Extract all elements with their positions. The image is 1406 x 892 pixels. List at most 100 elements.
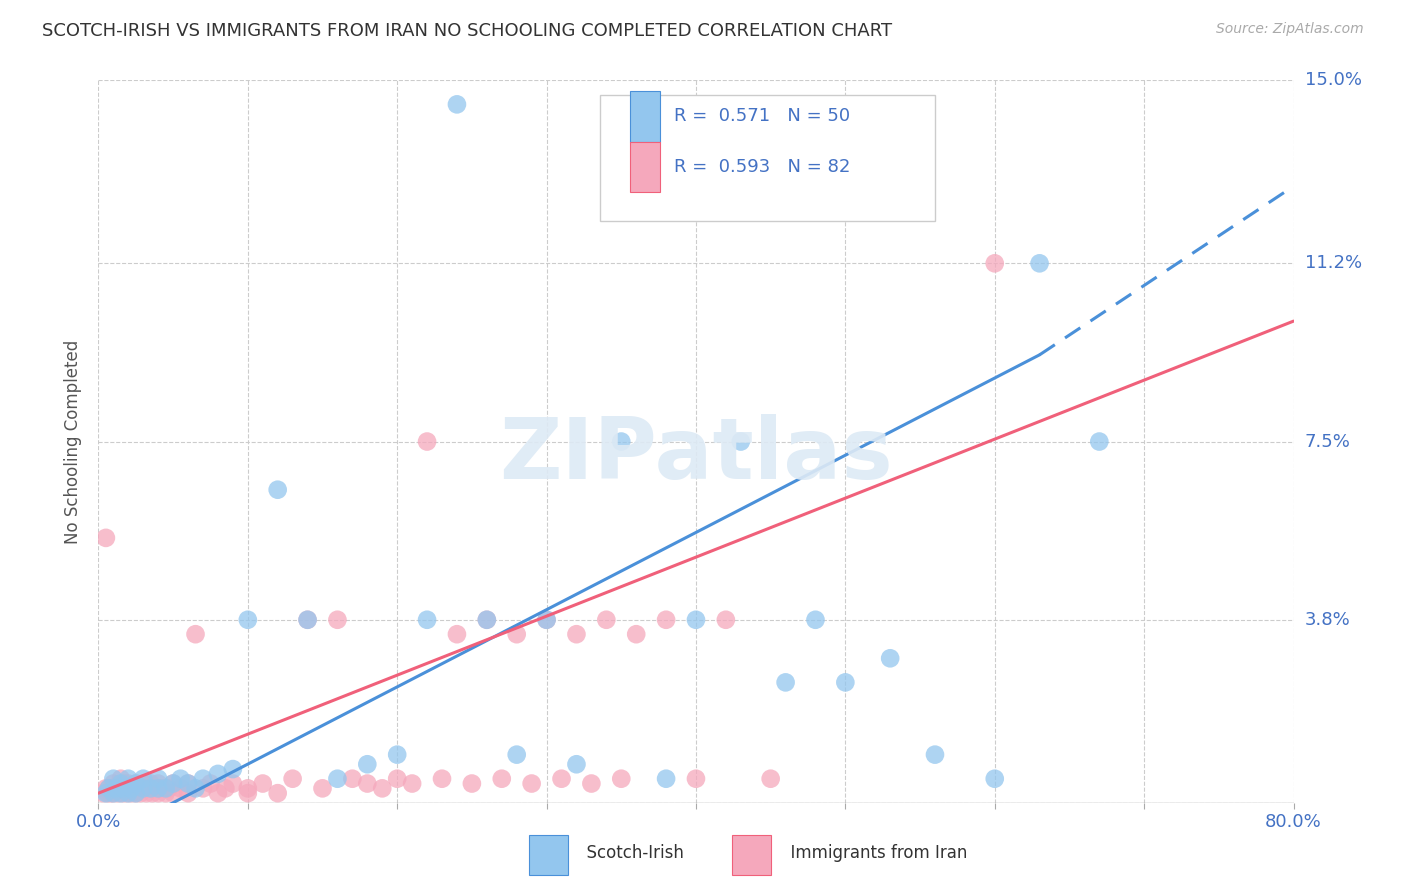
Point bbox=[1028, 256, 1050, 270]
Point bbox=[120, 781, 142, 796]
Text: 11.2%: 11.2% bbox=[1305, 254, 1362, 272]
Point bbox=[506, 747, 529, 762]
Point bbox=[94, 781, 117, 796]
Point bbox=[297, 613, 319, 627]
Point bbox=[148, 772, 170, 786]
Point bbox=[730, 434, 752, 449]
Point bbox=[685, 772, 707, 786]
Bar bbox=[529, 835, 568, 875]
Point bbox=[356, 757, 378, 772]
Point bbox=[236, 786, 259, 800]
Point bbox=[96, 786, 118, 800]
Point bbox=[110, 772, 132, 786]
Point bbox=[385, 747, 409, 762]
Point bbox=[759, 772, 782, 786]
Point bbox=[401, 776, 423, 790]
Point bbox=[342, 772, 364, 786]
Point bbox=[297, 613, 319, 627]
Point bbox=[91, 786, 114, 800]
Point bbox=[98, 786, 122, 800]
Point bbox=[595, 613, 617, 627]
Point bbox=[281, 772, 304, 786]
Point bbox=[103, 772, 125, 786]
Point bbox=[685, 613, 707, 627]
Point bbox=[236, 613, 259, 627]
Point bbox=[655, 613, 678, 627]
Point bbox=[581, 776, 603, 790]
Point bbox=[138, 781, 160, 796]
Point bbox=[125, 776, 148, 790]
Point bbox=[157, 781, 180, 796]
Point bbox=[148, 776, 170, 790]
Point bbox=[267, 786, 290, 800]
Point bbox=[103, 786, 125, 800]
Point bbox=[207, 767, 229, 781]
Point bbox=[252, 776, 274, 790]
Point bbox=[135, 786, 157, 800]
Point bbox=[115, 786, 138, 800]
Point bbox=[162, 776, 184, 790]
Point bbox=[879, 651, 901, 665]
Point bbox=[114, 781, 136, 796]
Point bbox=[132, 781, 155, 796]
Point bbox=[121, 781, 143, 796]
Point bbox=[356, 776, 378, 790]
Point bbox=[714, 613, 737, 627]
Point bbox=[101, 781, 124, 796]
Point bbox=[103, 776, 125, 790]
Point bbox=[446, 627, 468, 641]
FancyBboxPatch shape bbox=[600, 95, 935, 221]
Point bbox=[162, 776, 184, 790]
Point bbox=[184, 627, 207, 641]
Point bbox=[236, 781, 259, 796]
Point bbox=[110, 781, 132, 796]
Point bbox=[207, 786, 229, 800]
Point bbox=[132, 776, 155, 790]
Point bbox=[105, 781, 128, 796]
Point bbox=[177, 786, 200, 800]
Point bbox=[117, 786, 139, 800]
Point bbox=[112, 776, 135, 790]
Point bbox=[155, 781, 177, 796]
Point bbox=[97, 781, 120, 796]
Point bbox=[267, 483, 290, 497]
Point bbox=[804, 613, 827, 627]
Point bbox=[139, 781, 162, 796]
Text: Source: ZipAtlas.com: Source: ZipAtlas.com bbox=[1216, 22, 1364, 37]
Point bbox=[97, 781, 120, 796]
Point bbox=[834, 675, 856, 690]
Point bbox=[177, 776, 200, 790]
Point bbox=[626, 627, 648, 641]
Point bbox=[103, 786, 125, 800]
Point bbox=[94, 786, 117, 800]
Text: 3.8%: 3.8% bbox=[1305, 611, 1350, 629]
Point bbox=[150, 781, 173, 796]
Point bbox=[162, 786, 184, 800]
Point bbox=[491, 772, 513, 786]
Point bbox=[984, 772, 1007, 786]
Text: R =  0.593   N = 82: R = 0.593 N = 82 bbox=[675, 158, 851, 176]
Text: Scotch-Irish: Scotch-Irish bbox=[576, 845, 685, 863]
Point bbox=[565, 757, 588, 772]
Point bbox=[177, 776, 200, 790]
Point bbox=[655, 772, 678, 786]
Text: R =  0.571   N = 50: R = 0.571 N = 50 bbox=[675, 107, 851, 126]
Point bbox=[1088, 434, 1111, 449]
Point bbox=[125, 786, 148, 800]
Point bbox=[446, 97, 468, 112]
Point bbox=[108, 781, 131, 796]
Text: 15.0%: 15.0% bbox=[1305, 71, 1361, 89]
Point bbox=[169, 781, 191, 796]
Point bbox=[775, 675, 797, 690]
Bar bbox=[733, 835, 772, 875]
Point bbox=[139, 776, 162, 790]
Point bbox=[222, 762, 245, 776]
Bar bbox=[630, 142, 661, 193]
Point bbox=[141, 786, 163, 800]
Point bbox=[110, 786, 132, 800]
Point bbox=[610, 772, 633, 786]
Point bbox=[214, 781, 236, 796]
Point bbox=[506, 627, 529, 641]
Point bbox=[148, 786, 170, 800]
Point bbox=[117, 772, 139, 786]
